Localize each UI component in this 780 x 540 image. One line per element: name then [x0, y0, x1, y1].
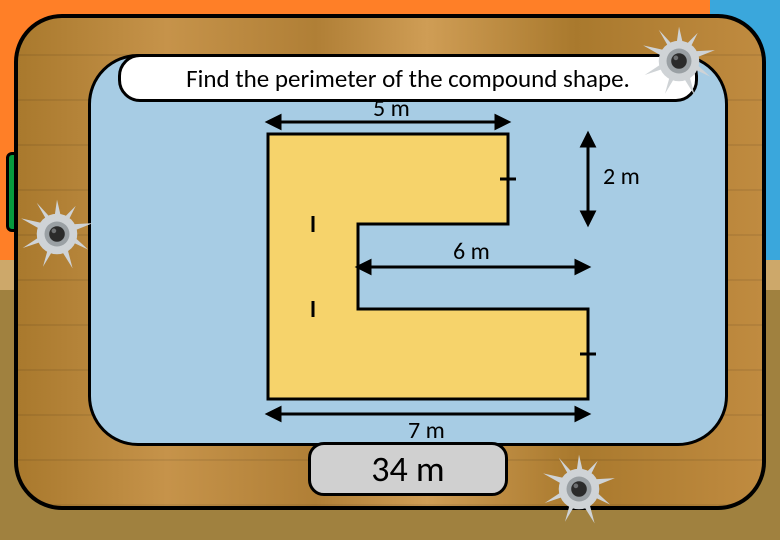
diagram: 5 m 2 m 6 m 7 m	[88, 54, 728, 446]
question-text: Find the perimeter of the compound shape…	[186, 63, 630, 94]
answer-box[interactable]: 34 m	[308, 442, 508, 496]
answer-text: 34 m	[371, 447, 444, 491]
bullet-hole-icon	[18, 195, 96, 273]
question-title: Find the perimeter of the compound shape…	[118, 54, 698, 102]
label-right: 2 m	[603, 162, 640, 191]
label-notch: 6 m	[453, 237, 490, 266]
label-bottom: 7 m	[408, 416, 445, 445]
bullet-hole-icon	[640, 22, 718, 100]
bullet-hole-icon	[540, 450, 618, 528]
